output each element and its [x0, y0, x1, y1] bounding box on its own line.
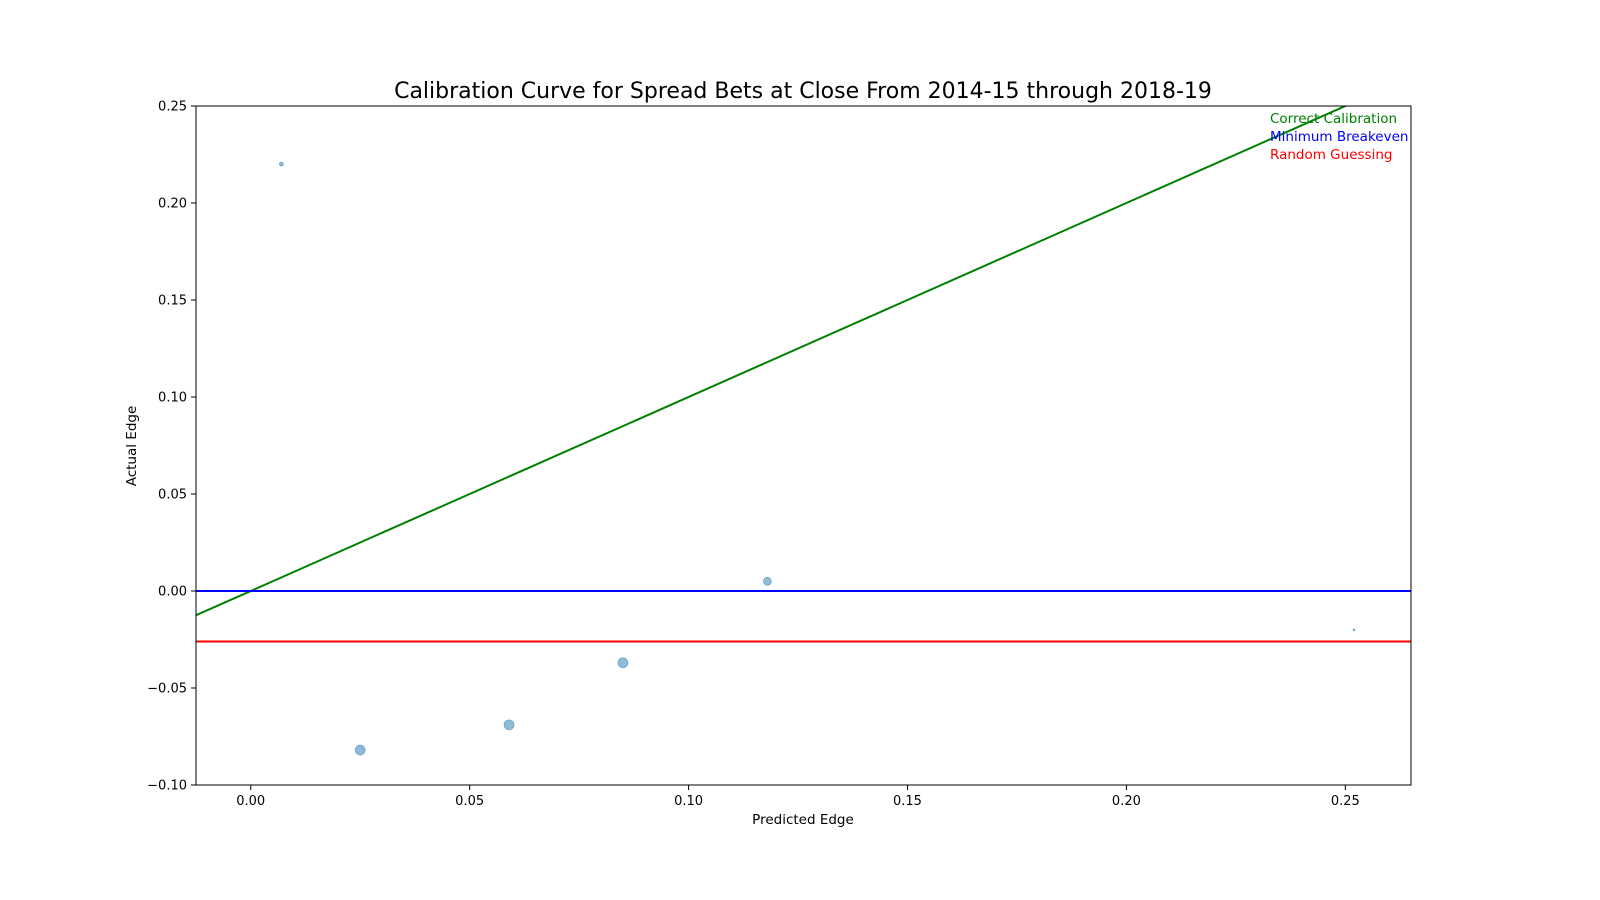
x-tick-label: 0.25 — [1331, 794, 1360, 809]
scatter-point — [503, 719, 515, 731]
legend-entry: Random Guessing — [1270, 147, 1392, 163]
legend-entry: Minimum Breakeven — [1270, 129, 1408, 145]
scatter-point — [617, 657, 629, 669]
y-tick-label: 0.25 — [158, 100, 187, 115]
y-tick-label: 0.10 — [158, 391, 187, 406]
x-tick-label: 0.20 — [1112, 794, 1141, 809]
scatter-point — [762, 576, 772, 586]
scatter-point — [354, 744, 366, 756]
x-tick-label: 0.00 — [236, 794, 265, 809]
axes-frame — [195, 105, 1412, 786]
x-tick-label: 0.15 — [893, 794, 922, 809]
y-tick-label: 0.00 — [158, 585, 187, 600]
chart-title: Calibration Curve for Spread Bets at Clo… — [394, 79, 1212, 104]
y-tick-label: −0.10 — [147, 779, 187, 794]
scatter-point — [1352, 628, 1356, 632]
scatter-point — [278, 161, 284, 167]
plot-area: 0.00 0.05 0.10 0.15 0.20 0.25 −0.10 −0.05 0.00 0.… — [147, 100, 1412, 809]
x-axis-label: Predicted Edge — [752, 812, 854, 828]
y-axis-label: Actual Edge — [124, 406, 140, 487]
x-tick-label: 0.10 — [674, 794, 703, 809]
y-tick-label: 0.05 — [158, 488, 187, 503]
y-tick-label: 0.15 — [158, 294, 187, 309]
y-tick-label: 0.20 — [158, 197, 187, 212]
legend-entry: Correct Calibration — [1270, 111, 1397, 127]
x-tick-label: 0.05 — [455, 794, 484, 809]
y-tick-label: −0.05 — [147, 682, 187, 697]
reference-line-correct-calibration — [196, 106, 1348, 617]
